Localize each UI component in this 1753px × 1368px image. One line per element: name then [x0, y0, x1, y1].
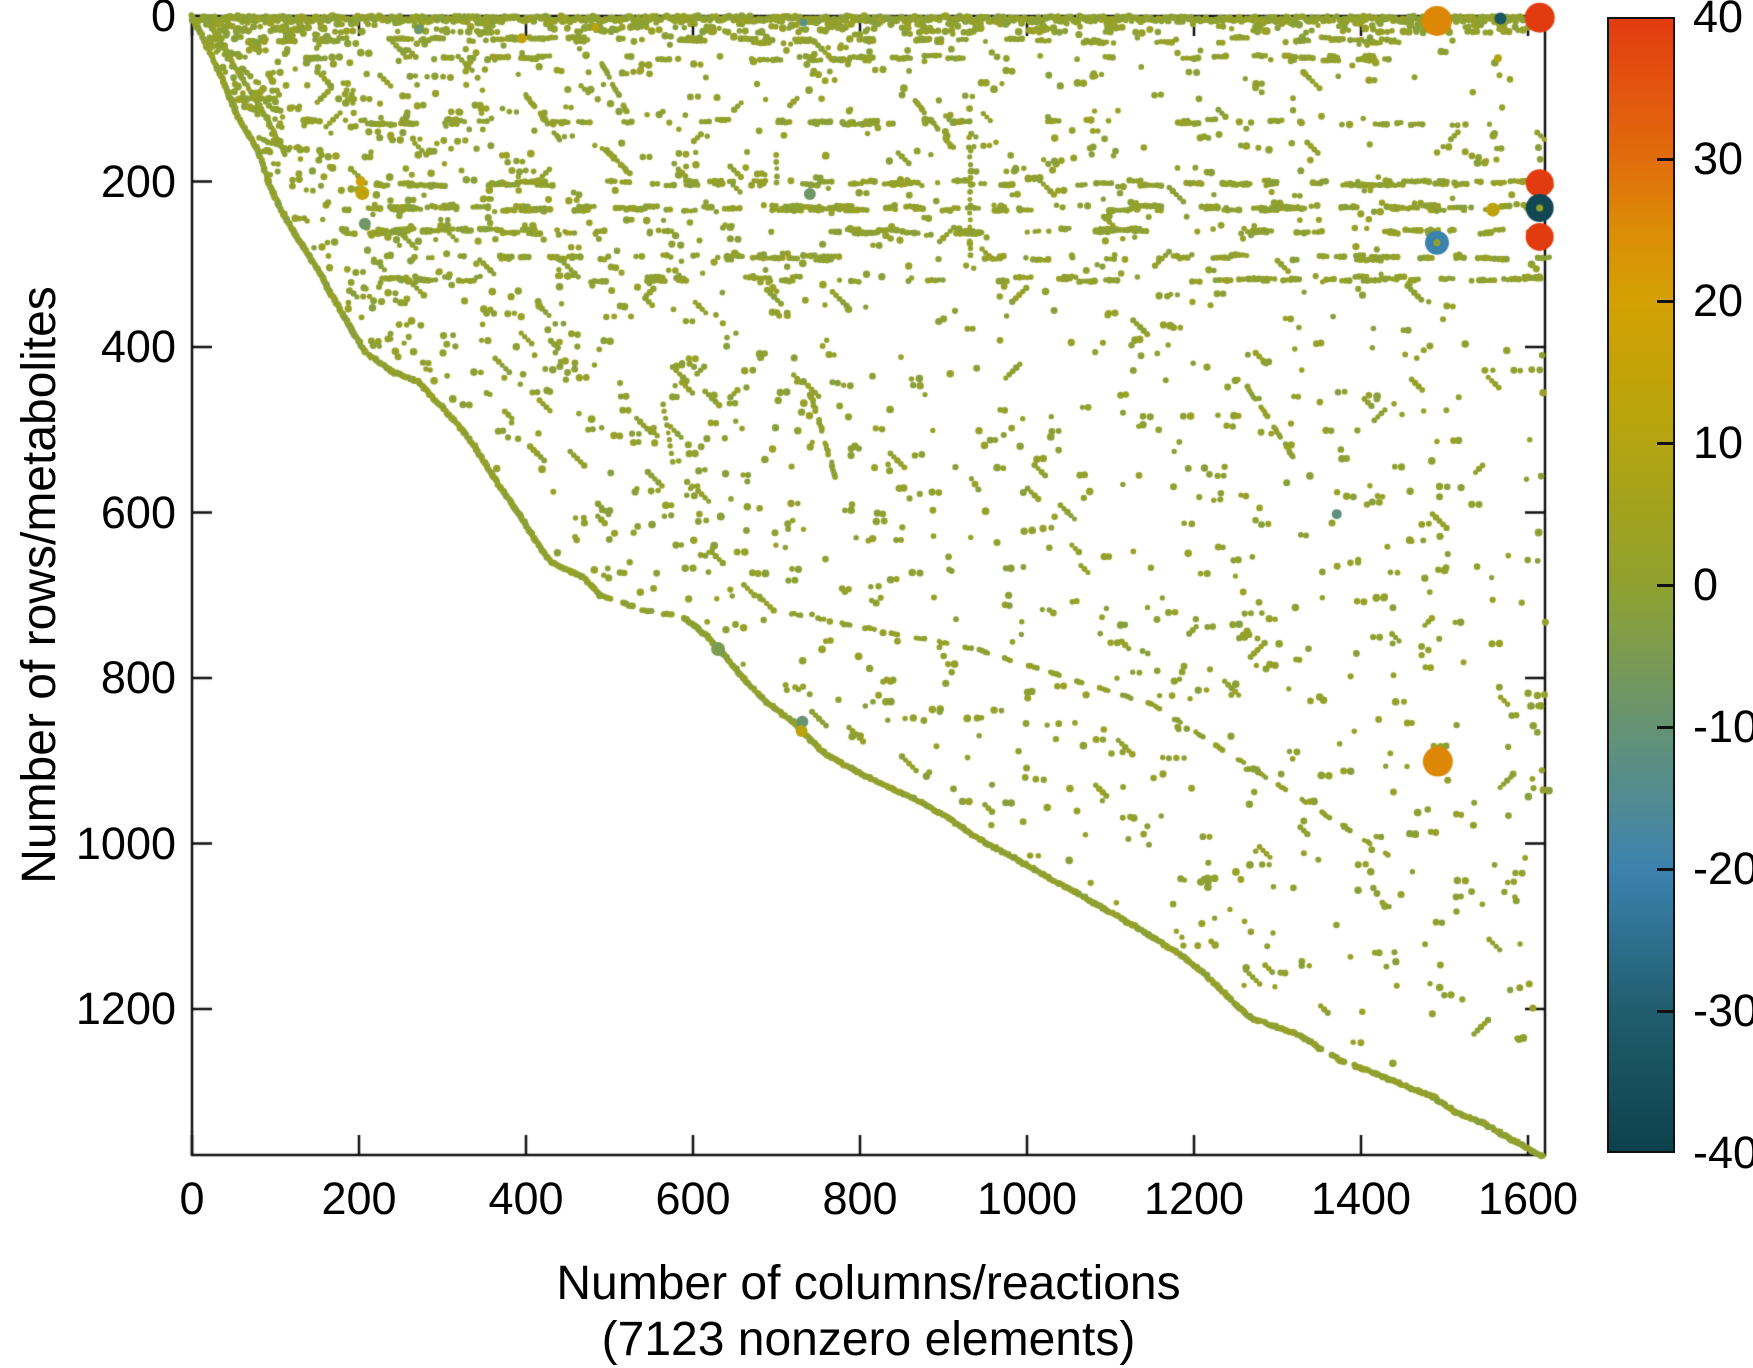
- colorbar-tick-mark: [1657, 867, 1673, 871]
- x-axis-label-text: Number of columns/reactions: [556, 1257, 1181, 1310]
- colorbar-tick-mark: [1657, 725, 1673, 729]
- x-tick-label: 1200: [1143, 1173, 1245, 1224]
- x-tick-label: 200: [321, 1173, 397, 1224]
- x-axis-sublabel-text: (7123 nonzero elements): [601, 1313, 1136, 1366]
- colorbar-tick-label: -30: [1693, 985, 1753, 1036]
- y-tick-label: 1000: [75, 817, 176, 869]
- x-tick-label: 1000: [976, 1173, 1078, 1224]
- y-tick-label: 600: [100, 486, 176, 538]
- colorbar-tick-mark: [1657, 1009, 1673, 1013]
- y-tick-label: 800: [100, 652, 176, 703]
- y-tick-label: 200: [100, 155, 176, 207]
- colorbar-tick-label: -20: [1693, 843, 1753, 894]
- colorbar-tick-label: 10: [1693, 417, 1744, 468]
- colorbar-tick-label: 0: [1693, 559, 1719, 610]
- colorbar-tick-mark: [1657, 583, 1673, 587]
- y-tick-label: 0: [150, 0, 176, 41]
- x-tick-label: 0: [179, 1173, 205, 1224]
- x-tick-label: 1600: [1477, 1173, 1579, 1224]
- x-axis-label: Number of columns/reactions: [0, 1256, 1753, 1312]
- y-tick-label: 1200: [75, 983, 176, 1034]
- y-tick-label: 400: [100, 321, 176, 372]
- y-axis-label: Number of rows/metabolites: [13, 286, 66, 884]
- colorbar-tick-mark: [1657, 157, 1673, 161]
- colorbar-tick-label: -10: [1693, 701, 1753, 752]
- x-tick-label: 1400: [1310, 1173, 1412, 1224]
- x-tick-label: 800: [822, 1173, 898, 1224]
- x-tick-label: 600: [655, 1173, 731, 1224]
- colorbar-tick-label: -40: [1693, 1127, 1753, 1178]
- colorbar-tick-label: 20: [1693, 275, 1744, 326]
- x-tick-label: 400: [488, 1173, 564, 1224]
- x-axis-sublabel: (7123 nonzero elements): [0, 1312, 1753, 1368]
- colorbar-tick-label: 30: [1693, 133, 1744, 184]
- colorbar-tick-label: 40: [1693, 0, 1744, 42]
- colorbar-tick-mark: [1657, 441, 1673, 445]
- colorbar-tick-mark: [1657, 299, 1673, 303]
